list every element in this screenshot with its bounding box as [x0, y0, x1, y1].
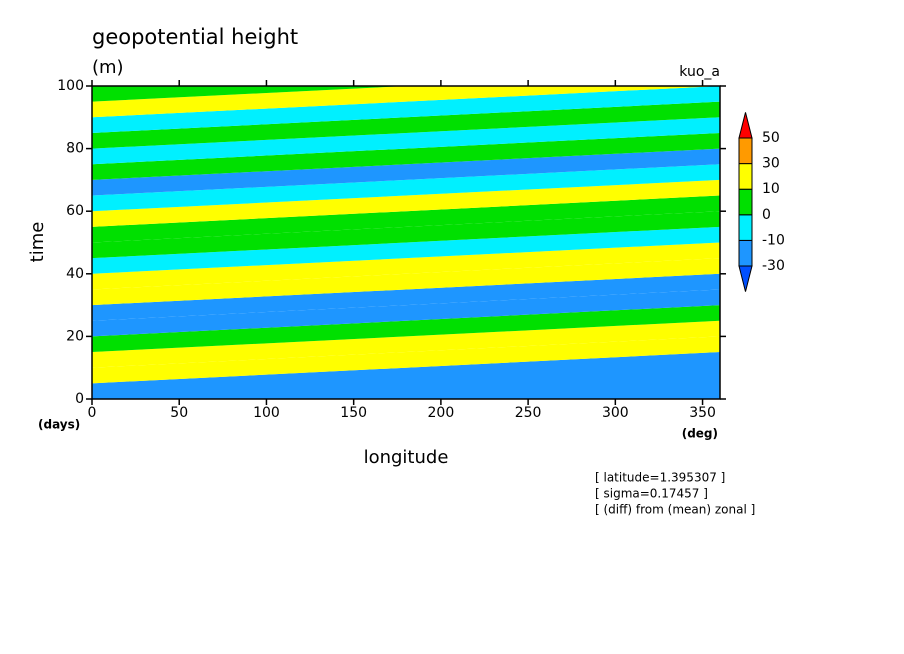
contour-band [92, 132, 720, 180]
contour-band [92, 179, 720, 227]
y-axis-label: time [27, 222, 48, 263]
contour-band [92, 336, 720, 384]
contour-band [92, 320, 720, 368]
x-tick-label: 250 [515, 405, 542, 421]
x-tick-label: 150 [340, 405, 367, 421]
contour-band [92, 101, 720, 149]
note: [ latitude=1.395307 ] [595, 471, 725, 485]
contour-band [92, 86, 406, 102]
y-tick-label: 0 [75, 391, 84, 407]
chart-title: geopotential height [92, 25, 298, 49]
colorbar-label: 50 [762, 130, 780, 146]
contour-band [92, 117, 720, 165]
x-axis-label: longitude [364, 447, 449, 468]
colorbar-segment [738, 137, 753, 165]
colorbar-label: 10 [762, 181, 780, 197]
y-unit: (days) [38, 418, 80, 432]
colorbar-segment [738, 163, 753, 190]
x-unit: (deg) [682, 427, 718, 441]
y-tick-label: 40 [66, 266, 84, 282]
x-tick-label: 0 [88, 405, 97, 421]
contour-band [92, 226, 720, 274]
contour-band [92, 258, 720, 306]
field [92, 86, 720, 399]
contour-band [92, 305, 720, 353]
y-tick-label: 100 [57, 78, 84, 94]
colorbar-label: 30 [762, 156, 780, 172]
contour-band [92, 86, 720, 133]
contour-band [92, 148, 720, 196]
contour-band [92, 195, 720, 243]
x-tick-label: 50 [170, 405, 188, 421]
plot-frame [91, 85, 721, 400]
colorbar-segment [738, 188, 753, 216]
contour-band [92, 164, 720, 212]
contour-band [92, 242, 720, 290]
y-tick-label: 20 [66, 328, 84, 344]
note: [ (diff) from (mean) zonal ] [595, 503, 755, 517]
contour-band [92, 273, 720, 321]
y-tick-label: 80 [66, 141, 84, 157]
colorbar-extend [738, 265, 753, 292]
colorbar-segment [738, 239, 753, 267]
colorbar-label: 0 [762, 207, 771, 223]
contour-band [92, 211, 720, 259]
colorbar-label: -10 [762, 232, 785, 248]
subtitle: (m) [92, 57, 124, 78]
colorbar-extend [738, 112, 753, 139]
note: [ sigma=0.17457 ] [595, 487, 708, 501]
x-tick-label: 300 [602, 405, 629, 421]
x-tick-label: 350 [689, 405, 716, 421]
contour-band [92, 352, 720, 399]
colorbar-label: -30 [762, 258, 785, 274]
contour-band [92, 289, 720, 337]
colorbar-segment [738, 214, 753, 241]
contour-band [92, 86, 720, 118]
x-tick-label: 200 [428, 405, 455, 421]
y-tick-label: 60 [66, 203, 84, 219]
x-tick-label: 100 [253, 405, 280, 421]
annotation: kuo_a [679, 64, 720, 80]
